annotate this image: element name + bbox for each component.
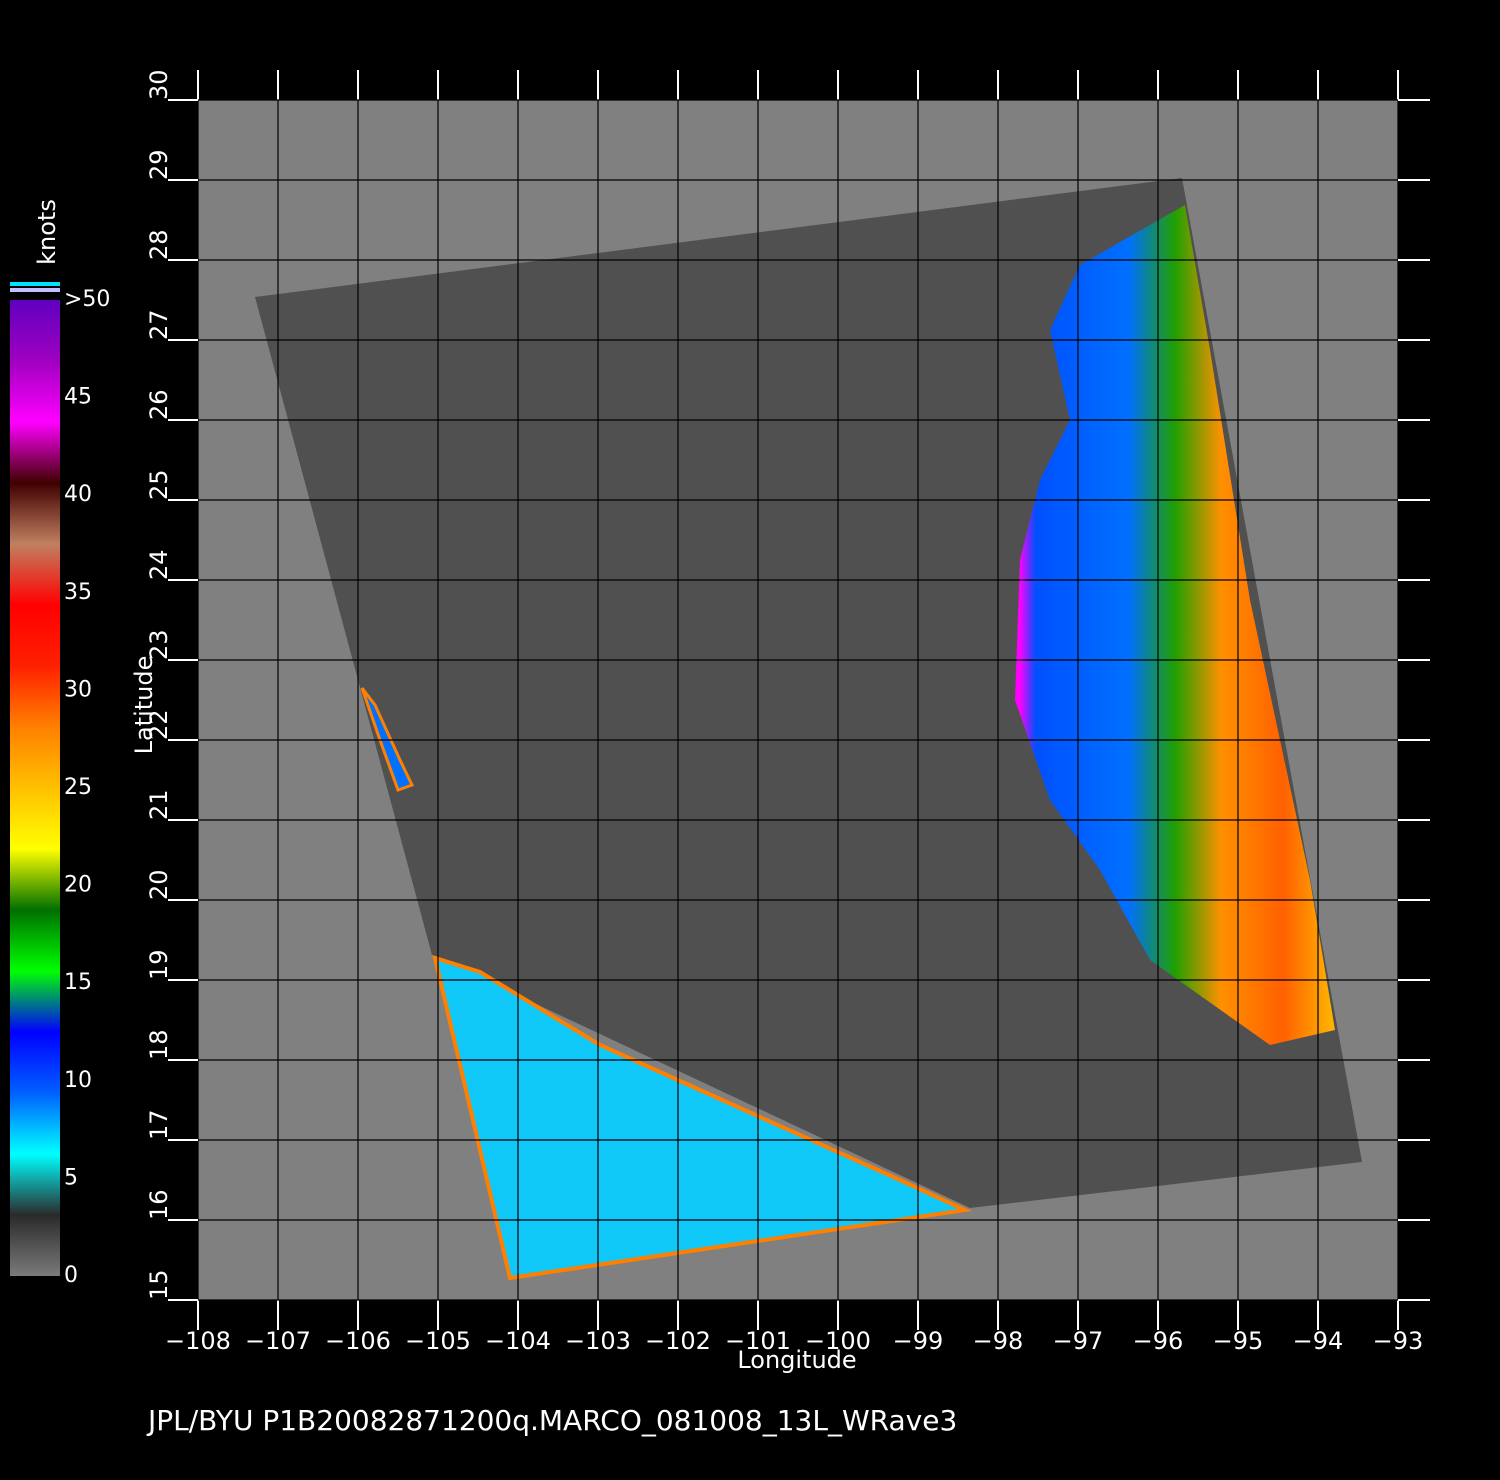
x-tick-label: −106 (325, 1327, 391, 1355)
colorbar-label: 35 (64, 580, 92, 605)
wind-field-east (1015, 205, 1335, 1045)
y-tick-label: 23 (145, 629, 173, 660)
y-tick-label: 16 (145, 1189, 173, 1220)
colorbar-label: 5 (64, 1165, 78, 1190)
x-tick-label: −108 (165, 1327, 231, 1355)
y-tick-label: 26 (145, 389, 173, 420)
wind-field-south (432, 955, 972, 1281)
y-tick-label: 20 (145, 869, 173, 900)
colorbar: 0 5 10 15 20 25 30 35 40 45 >50 (10, 282, 110, 1288)
y-tick-label: 27 (145, 309, 173, 340)
x-tick-label: −98 (973, 1327, 1024, 1355)
y-tick-label: 25 (145, 469, 173, 500)
colorbar-unit: knots (33, 199, 61, 265)
x-tick-label: −103 (565, 1327, 631, 1355)
x-tick-label: −102 (645, 1327, 711, 1355)
colorbar-label: 40 (64, 482, 92, 507)
y-tick-label: 21 (145, 789, 173, 820)
colorbar-label: 25 (64, 775, 92, 800)
x-tick-label: −95 (1213, 1327, 1264, 1355)
footer-title: JPL/BYU P1B20082871200q.MARCO_081008_13L… (146, 1404, 957, 1437)
colorbar-bar (10, 300, 60, 1276)
y-axis-label: Latitude (130, 656, 158, 755)
x-tick-label: −107 (245, 1327, 311, 1355)
x-tick-label: −99 (893, 1327, 944, 1355)
x-axis-label: Longitude (737, 1346, 856, 1374)
colorbar-label: 20 (64, 873, 92, 898)
y-tick-label: 18 (145, 1029, 173, 1060)
colorbar-label: >50 (64, 287, 110, 312)
x-tick-label: −96 (1133, 1327, 1184, 1355)
x-tick-label: −100 (805, 1327, 871, 1355)
y-tick-label: 28 (145, 229, 173, 260)
y-tick-label: 24 (145, 549, 173, 580)
y-tick-label: 15 (145, 1269, 173, 1300)
colorbar-cap (10, 282, 60, 286)
colorbar-label: 15 (64, 970, 92, 995)
colorbar-label: 10 (64, 1068, 92, 1093)
colorbar-label: 0 (64, 1263, 78, 1288)
y-tick-label: 22 (145, 709, 173, 740)
x-tick-label: −104 (485, 1327, 551, 1355)
colorbar-label: 30 (64, 677, 92, 702)
y-tick-label: 19 (145, 949, 173, 980)
x-tick-label: −94 (1293, 1327, 1344, 1355)
y-tick-label: 17 (145, 1109, 173, 1140)
colorbar-label: 45 (64, 385, 92, 410)
y-tick-label: 29 (145, 149, 173, 180)
x-tick-label: −97 (1053, 1327, 1104, 1355)
x-tick-label: −101 (725, 1327, 791, 1355)
x-tick-label: −105 (405, 1327, 471, 1355)
x-tick-label: −93 (1373, 1327, 1424, 1355)
axes: −108 −107 −106 −105 −104 −103 −102 −101 −100 −99 −… (145, 69, 1430, 1355)
colorbar-cap (10, 288, 60, 292)
y-tick-label: 30 (145, 69, 173, 100)
